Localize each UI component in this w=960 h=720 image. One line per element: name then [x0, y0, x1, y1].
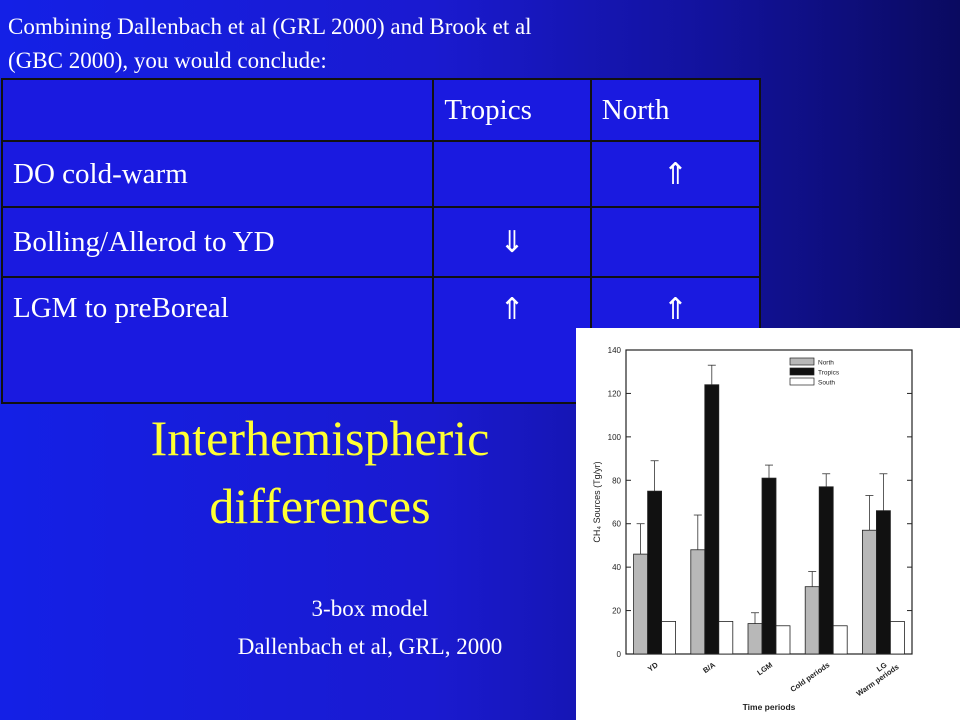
row-label: LGM to preBoreal [0, 276, 435, 404]
bar-tropics [647, 490, 662, 655]
row-label: Bolling/Allerod to YD [0, 206, 435, 278]
ch4-sources-chart: 0 20 40 60 80 100 120 140 CH₄ Sources (Tg/yr) YD B… [576, 328, 960, 720]
y-tick-label: 60 [612, 520, 621, 529]
y-tick-label: 40 [612, 563, 621, 572]
bar-south [889, 621, 905, 655]
y-tick-label: 100 [608, 433, 622, 442]
legend-label: Tropics [818, 370, 840, 377]
headline-line-1: Interhemispheric [150, 410, 490, 466]
north-up-arrow-icon: ⇑ [589, 140, 762, 208]
intro-line-1: Combining Dallenbach et al (GRL 2000) an… [8, 14, 532, 39]
legend-swatch-north [789, 357, 815, 366]
bar-north [690, 549, 706, 655]
y-axis-label: CH₄ Sources (Tg/yr) [592, 461, 602, 542]
bar-south [832, 625, 848, 655]
x-tick-label: Cold periods [789, 660, 832, 694]
header-north: North [589, 78, 762, 142]
y-tick-label: 120 [608, 389, 622, 398]
legend-label: South [818, 380, 835, 387]
headline-line-2: differences [209, 478, 431, 534]
x-tick-label: LGM [755, 660, 774, 677]
table-row: Bolling/Allerod to YD ⇓ [0, 206, 762, 278]
comparison-table: Tropics North DO cold-warm ⇑ Bolling/All… [0, 78, 762, 404]
header-tropics: Tropics [432, 78, 592, 142]
bar-north [747, 623, 763, 655]
intro-line-2: (GBC 2000), you would conclude: [8, 48, 327, 73]
bar-south [718, 621, 734, 655]
y-tick-label: 20 [612, 607, 621, 616]
x-axis-label: Time periods [743, 702, 796, 712]
bar-north [804, 586, 820, 655]
bar-tropics [818, 486, 834, 655]
row-label: DO cold-warm [0, 140, 435, 208]
slide-headline: Interhemispheric differences [60, 404, 580, 540]
bar-tropics [704, 384, 720, 655]
caption-line-2: Dallenbach et al, GRL, 2000 [237, 634, 503, 659]
tropics-down-arrow-icon: ⇓ [432, 206, 592, 278]
bar-south [661, 621, 676, 655]
bar-south [775, 625, 791, 655]
y-tick-label: 80 [612, 476, 621, 485]
bar-north [861, 529, 877, 655]
chart-svg: 0 20 40 60 80 100 120 140 CH₄ Sources (Tg/yr) YD B… [592, 346, 913, 712]
bar-north [633, 553, 648, 655]
x-tick-label: B/A [701, 660, 717, 675]
caption-line-1: 3-box model [311, 596, 429, 621]
table-row: DO cold-warm ⇑ [0, 140, 762, 208]
header-empty-cell [0, 78, 435, 142]
legend-label: North [818, 360, 834, 367]
intro-text: Combining Dallenbach et al (GRL 2000) an… [8, 10, 758, 78]
legend-swatch-south [789, 377, 815, 386]
tropics-up-arrow-icon: ⇑ [432, 276, 592, 404]
figure-caption: 3-box model Dallenbach et al, GRL, 2000 [170, 590, 570, 666]
bar-tropics [761, 477, 777, 655]
y-tick-label: 140 [608, 346, 622, 355]
legend-swatch-tropics [789, 367, 815, 376]
north-cell [589, 206, 762, 278]
tropics-cell [432, 140, 592, 208]
bar-tropics [875, 510, 891, 655]
x-tick-label: YD [646, 660, 660, 674]
table-header-row: Tropics North [0, 78, 762, 142]
y-tick-label: 0 [617, 650, 622, 659]
